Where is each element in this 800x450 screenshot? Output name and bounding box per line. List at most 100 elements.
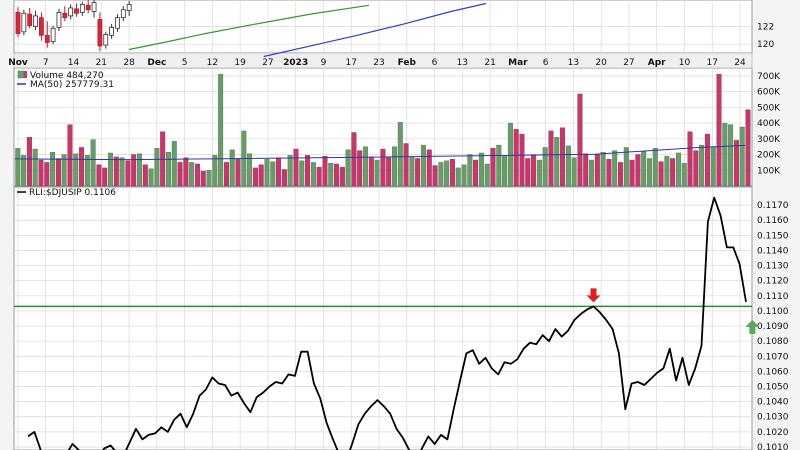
x-axis-tick-label: 27 [623,58,634,68]
ratio-y-tick-label: 0.1030 [757,413,789,423]
volume-bar [577,93,583,187]
volume-y-tick-label: 400K [757,119,781,129]
volume-bar [583,153,589,187]
volume-bar [397,122,403,187]
candle-body [50,27,56,42]
volume-bar [21,155,27,187]
volume-bar [496,144,502,187]
volume-bar [629,159,635,187]
volume-bar [502,155,508,187]
volume-bar [171,140,177,187]
volume-bar [438,162,444,187]
volume-legend-label: Volume 484,270 [30,71,104,81]
volume-bar [641,151,647,187]
volume-bar [235,159,241,187]
volume-bar [664,155,670,187]
volume-bar [223,162,229,187]
volume-bar [26,137,32,187]
volume-bar [374,159,380,187]
volume-bar [670,158,676,187]
volume-y-tick-label: 100K [757,166,781,176]
blue-ma-line [263,2,487,58]
volume-bar [391,146,397,187]
volume-bar [252,167,258,187]
candle-body [27,13,33,27]
volume-bar [102,167,108,187]
volume-bar [687,131,693,187]
volume-bar [531,154,537,187]
candle-body [109,26,114,36]
volume-bar [247,153,253,187]
volume-bar [710,146,716,187]
volume-bar [258,164,264,187]
volume-bar [600,151,606,187]
volume-legend-swatch [17,70,25,79]
volume-bar [67,124,73,187]
volume-bar [733,140,739,187]
volume-bar [623,147,629,187]
volume-bar [148,168,154,187]
volume-bar [658,161,664,187]
volume-bar [131,154,137,187]
ratio-y-tick-label: 0.1050 [757,383,789,393]
volume-bar [368,156,374,187]
volume-bar [571,157,577,187]
volume-bar [525,158,531,187]
volume-bar [560,127,566,187]
volume-bar [55,158,61,187]
candle-body [85,4,91,11]
volume-bar [484,163,490,187]
candle-body [97,19,103,47]
volume-bar [420,144,426,187]
volume-bar [218,74,224,187]
ratio-y-tick-label: 0.1160 [757,216,789,226]
ratio-y-tick-label: 0.1140 [757,246,789,256]
down-arrow-icon [586,288,601,303]
x-axis-tick-label: 9 [321,58,327,68]
volume-bar [345,149,351,187]
x-axis-tick-label: 13 [457,58,468,68]
volume-bar [722,122,728,187]
volume-bar [380,148,386,187]
candle-body [91,2,97,12]
volume-bar [490,148,496,187]
ratio-y-tick-label: 0.1100 [757,307,789,317]
volume-bar [108,152,114,187]
x-axis-tick-label: 20 [595,58,607,68]
volume-bar [681,162,687,187]
volume-bar [281,169,287,187]
ratio-y-tick-label: 0.1070 [757,352,789,362]
x-axis-tick-label: 27 [262,58,273,68]
volume-bar [229,149,235,187]
volume-bar [449,159,455,187]
volume-bar [264,159,270,187]
volume-bar [276,157,282,187]
volume-bar [38,159,44,187]
volume-bar [704,133,710,187]
x-axis-tick-label: 10 [679,58,691,68]
x-axis-tick-label: 14 [68,58,80,68]
volume-bar [612,150,618,187]
candle-body [103,34,109,46]
volume-bar [565,145,571,187]
volume-legend-swatch-down [24,71,27,78]
volume-bar [739,126,745,187]
volume-bar [473,159,479,187]
volume-bar [444,160,450,187]
volume-bar [183,157,189,187]
volume-bar [519,133,525,187]
ratio-y-tick-label: 0.1060 [757,367,789,377]
volume-bar [119,157,125,187]
ratio-line [27,196,747,450]
x-axis-tick-label: Dec [147,58,166,68]
volume-bar [363,146,369,187]
x-axis-tick-label: 17 [707,58,718,68]
ratio-y-tick-label: 0.1020 [757,428,789,438]
candle-body [115,17,120,29]
ratio-y-tick-label: 0.1090 [757,322,789,332]
price-y-tick-label: 120 [757,40,774,50]
volume-bar [699,144,705,187]
volume-bar [137,153,142,187]
candle-body [56,11,62,28]
